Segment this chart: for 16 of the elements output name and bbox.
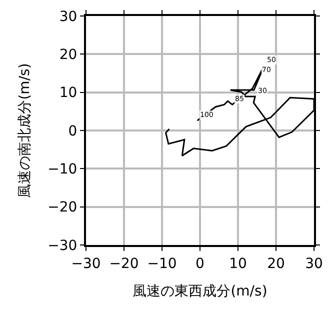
x-tick-label: 20 <box>267 256 285 272</box>
y-tick-label: 0 <box>68 123 78 140</box>
y-tick-label: −20 <box>48 200 78 216</box>
y-tick-label: −30 <box>48 238 78 254</box>
y-tick-label: 20 <box>59 47 78 64</box>
y-tick-label: 10 <box>59 85 78 102</box>
x-tick-label: −20 <box>109 256 139 272</box>
x-axis-title: 風速の東西成分(m/s) <box>132 284 268 300</box>
x-tick-label: −10 <box>147 256 177 272</box>
x-tick-label: 30 <box>305 256 323 272</box>
x-tick-label: 10 <box>229 256 247 272</box>
y-tick-label: 30 <box>59 8 78 25</box>
y-tick-label: −10 <box>48 162 78 178</box>
x-tick-label: 0 <box>196 256 204 272</box>
x-tick-label: −30 <box>71 256 101 272</box>
y-axis-title: 風速の南北成分(m/s) <box>16 63 33 198</box>
